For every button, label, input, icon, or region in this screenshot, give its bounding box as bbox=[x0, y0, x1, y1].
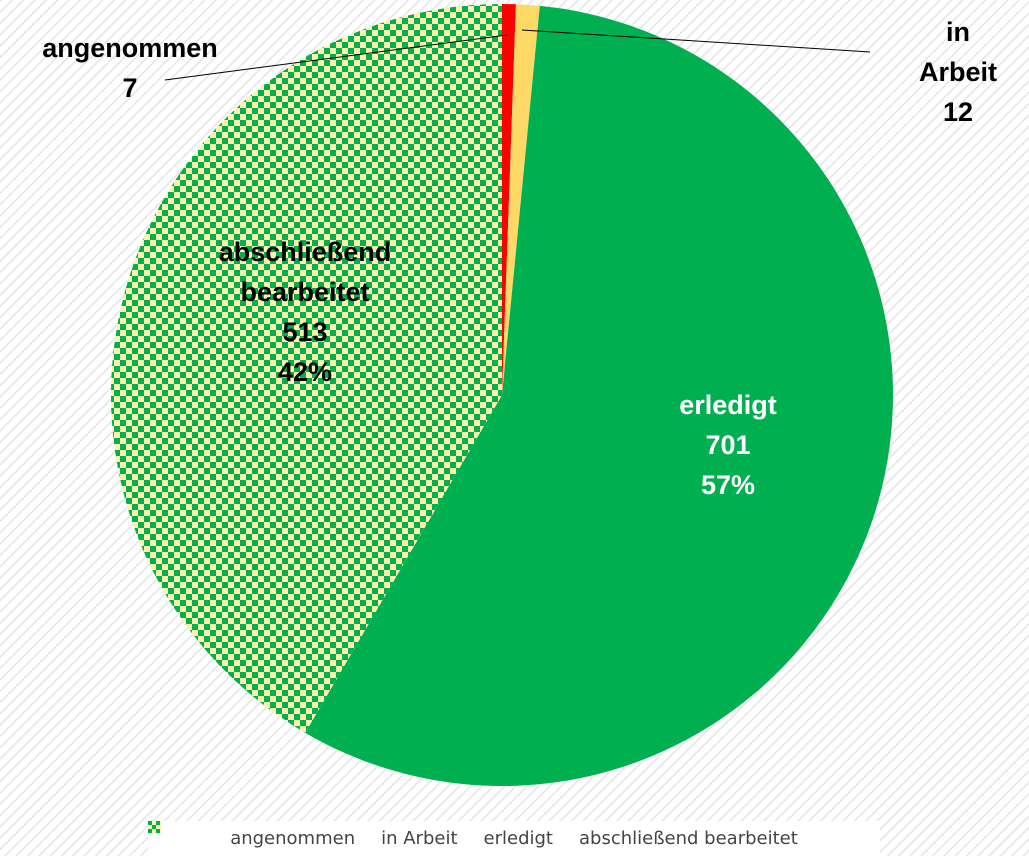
data-label: in Arbeit 12 bbox=[919, 12, 997, 132]
data-label: angenommen 7 bbox=[42, 28, 218, 108]
legend-label: abschließend bearbeitet bbox=[578, 828, 798, 849]
label-category: abschließend bearbeitet bbox=[218, 237, 392, 307]
legend-item: erledigt bbox=[148, 821, 553, 849]
swatch-sq bbox=[148, 821, 152, 825]
legend-label: erledigt bbox=[483, 828, 553, 849]
legend-label: in Arbeit bbox=[381, 828, 458, 849]
label-percent: 42% bbox=[277, 357, 333, 387]
pie-slice bbox=[305, 5, 893, 787]
label-category: erledigt bbox=[679, 390, 777, 420]
data-label: abschließend bearbeitet 513 42% bbox=[195, 232, 415, 392]
swatch-sq bbox=[148, 829, 152, 833]
label-value: 7 bbox=[122, 73, 138, 103]
label-category: in Arbeit bbox=[918, 17, 998, 87]
leader-line bbox=[521, 29, 871, 53]
label-value: 12 bbox=[942, 97, 974, 127]
swatch-sq bbox=[156, 821, 160, 825]
pie-slice bbox=[110, 4, 502, 733]
leader-line bbox=[164, 34, 508, 81]
pie-slice bbox=[502, 4, 516, 395]
swatch-sq bbox=[152, 825, 156, 829]
legend-swatch bbox=[148, 821, 161, 834]
legend-item: abschließend bearbeitet bbox=[148, 821, 798, 849]
legend-item: angenommen bbox=[148, 821, 356, 849]
label-category: angenommen bbox=[42, 33, 218, 63]
legend: angenommen in Arbeit erledigt abschließend … bbox=[148, 821, 880, 856]
label-value: 513 bbox=[282, 317, 328, 347]
label-percent: 57% bbox=[700, 470, 756, 500]
data-label: erledigt 701 57% bbox=[679, 385, 777, 505]
legend-label: angenommen bbox=[230, 828, 356, 849]
label-value: 701 bbox=[705, 430, 751, 460]
legend-item: in Arbeit bbox=[148, 821, 458, 849]
swatch-sq bbox=[156, 829, 160, 833]
pie-slice bbox=[502, 4, 540, 396]
